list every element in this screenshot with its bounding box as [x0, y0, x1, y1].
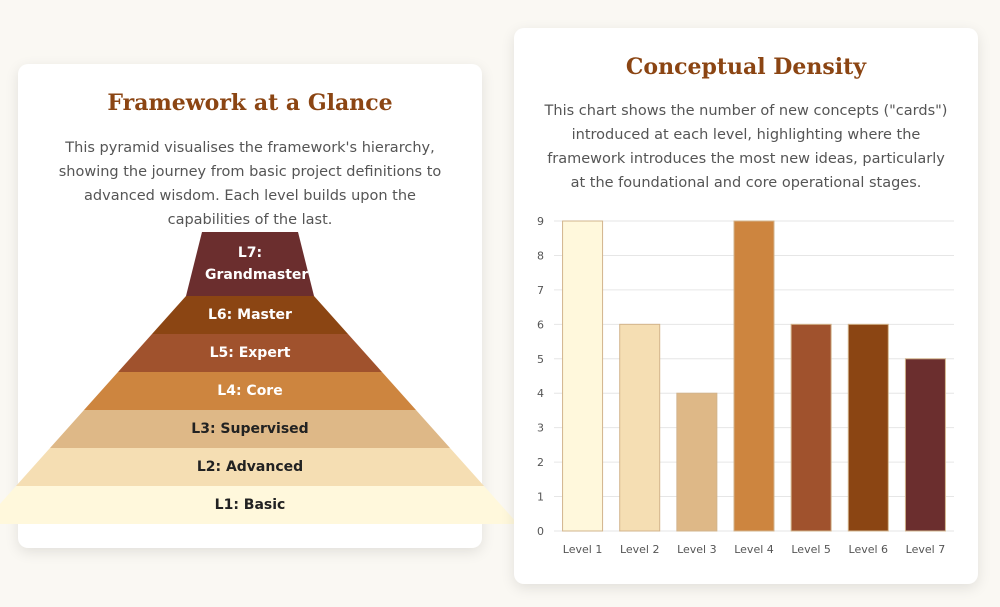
pyramid-card-title: Framework at a Glance — [107, 90, 393, 116]
y-tick-label: 6 — [537, 318, 544, 331]
bar-level-6[interactable] — [847, 323, 889, 532]
pyramid-level-label: L6: Master — [208, 307, 292, 323]
y-tick-label: 2 — [537, 456, 544, 469]
pyramid-level-2: L2: Advanced — [16, 448, 484, 486]
pyramid-level-3: L3: Supervised — [50, 410, 450, 448]
y-tick-label: 9 — [537, 215, 544, 228]
x-tick-label: Level 2 — [620, 543, 660, 556]
bar-level-3[interactable] — [676, 392, 718, 532]
pyramid-level-5: L5: Expert — [118, 334, 382, 372]
bar-level-2[interactable] — [619, 323, 661, 532]
density-chart-title: Conceptual Density — [625, 54, 867, 80]
pyramid-level-label: L5: Expert — [209, 345, 291, 361]
bar-level-7[interactable] — [904, 358, 946, 532]
y-tick-label: 0 — [537, 525, 544, 538]
bar-chart: 0 1 2 3 4 5 6 7 8 9 Level 1 Level 2 Level 3 Level 4 Le… — [537, 215, 954, 556]
pyramid-level-1: L1: Basic — [0, 486, 518, 524]
y-tick-label: 4 — [537, 387, 544, 400]
x-tick-label: Level 1 — [563, 543, 603, 556]
bar-level-1[interactable] — [562, 220, 604, 532]
y-tick-label: 3 — [537, 422, 544, 435]
pyramid-level-7: L7: Grandmaster — [186, 232, 314, 296]
y-tick-label: 8 — [537, 249, 544, 262]
pyramid-level-label: L2: Advanced — [196, 459, 304, 475]
pyramid-level-label: L4: Core — [217, 383, 283, 399]
x-tick-label: Level 7 — [906, 543, 946, 556]
y-tick-label: 1 — [537, 491, 544, 504]
pyramid-level-label: L7: Grandmaster — [205, 245, 309, 283]
x-tick-label: Level 6 — [849, 543, 889, 556]
x-tick-label: Level 4 — [734, 543, 774, 556]
x-tick-label: Level 3 — [677, 543, 717, 556]
pyramid-level-6: L6: Master — [152, 296, 348, 334]
pyramid-card: Framework at a Glance This pyramid visua… — [0, 64, 518, 548]
pyramid-level-label: L1: Basic — [214, 497, 286, 513]
pyramid-card-description: This pyramid visualises the framework's … — [58, 140, 442, 228]
bar-level-5[interactable] — [790, 323, 832, 532]
pyramid-level-4: L4: Core — [84, 372, 416, 410]
bar-level-4[interactable] — [733, 220, 775, 532]
density-chart-card: Conceptual Density This chart shows the … — [514, 28, 978, 584]
y-tick-label: 7 — [537, 284, 544, 297]
x-tick-label: Level 5 — [791, 543, 831, 556]
density-chart-description: This chart shows the number of new conce… — [544, 103, 948, 191]
pyramid-level-label: L3: Supervised — [191, 421, 309, 437]
y-tick-label: 5 — [537, 353, 544, 366]
